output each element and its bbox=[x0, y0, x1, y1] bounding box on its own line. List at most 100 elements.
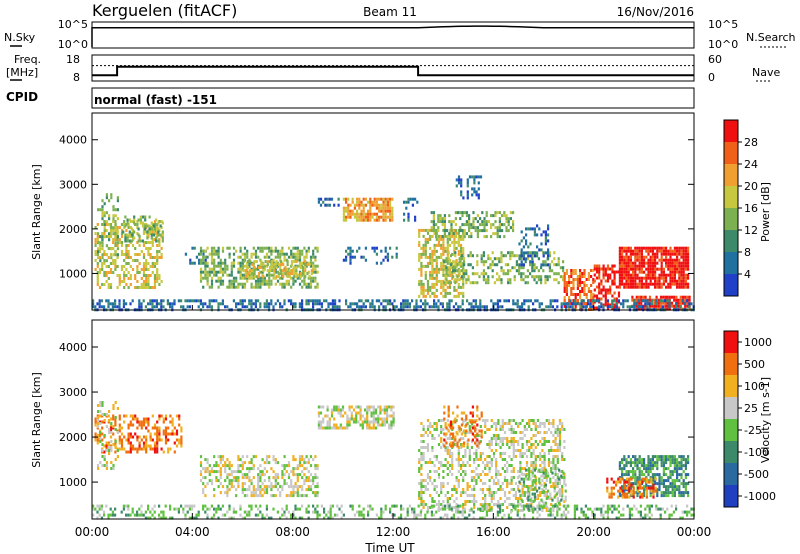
range-cell bbox=[518, 242, 521, 246]
range-cell bbox=[254, 282, 258, 286]
range-cell bbox=[657, 304, 660, 308]
range-cell bbox=[490, 494, 493, 497]
freq-label-line2: [MHz] bbox=[6, 66, 38, 79]
range-cell bbox=[162, 305, 165, 309]
range-cell bbox=[640, 301, 643, 305]
range-cell bbox=[268, 461, 271, 465]
range-cell bbox=[307, 282, 310, 286]
range-cell bbox=[455, 458, 458, 461]
range-cell bbox=[460, 178, 463, 182]
range-cell bbox=[204, 261, 207, 265]
range-cell bbox=[139, 215, 142, 219]
range-cell bbox=[98, 244, 102, 247]
range-cell bbox=[521, 419, 524, 422]
range-cell bbox=[253, 272, 256, 276]
range-cell bbox=[508, 419, 511, 422]
range-cell bbox=[316, 476, 319, 480]
range-cell bbox=[498, 257, 501, 261]
range-cell bbox=[501, 229, 504, 233]
range-cell bbox=[454, 235, 457, 239]
range-cell bbox=[446, 506, 449, 509]
range-cell bbox=[433, 302, 436, 306]
range-cell bbox=[667, 249, 670, 253]
range-cell bbox=[125, 414, 128, 418]
range-cell bbox=[609, 285, 612, 289]
range-cell bbox=[496, 232, 499, 236]
range-cell bbox=[232, 470, 236, 474]
range-cell bbox=[156, 268, 159, 271]
range-cell bbox=[133, 221, 136, 225]
range-cell bbox=[307, 476, 310, 480]
range-cell bbox=[259, 285, 262, 289]
range-cell bbox=[520, 254, 523, 258]
colorbar-tick-label: 16 bbox=[744, 202, 758, 215]
range-cell bbox=[141, 215, 145, 219]
range-cell bbox=[385, 408, 389, 412]
range-cell bbox=[375, 218, 378, 222]
range-cell bbox=[285, 279, 288, 283]
range-cell bbox=[514, 494, 518, 497]
range-cell bbox=[666, 295, 669, 299]
range-cell bbox=[253, 266, 256, 270]
range-cell bbox=[442, 267, 445, 271]
range-cell bbox=[199, 261, 203, 265]
range-cell bbox=[426, 282, 430, 286]
range-cell bbox=[217, 479, 220, 483]
range-cell bbox=[576, 284, 579, 287]
range-cell bbox=[251, 263, 254, 267]
range-cell bbox=[544, 251, 547, 255]
range-cell bbox=[334, 302, 337, 306]
range-cell bbox=[654, 282, 657, 286]
noise-tick-top-left: 10^5 bbox=[58, 18, 88, 31]
range-cell bbox=[204, 470, 207, 474]
range-cell bbox=[498, 211, 501, 215]
range-cell bbox=[149, 432, 152, 436]
range-cell bbox=[129, 226, 132, 229]
range-cell bbox=[281, 285, 284, 289]
range-cell bbox=[296, 473, 299, 477]
range-cell bbox=[507, 220, 510, 224]
range-cell bbox=[637, 305, 640, 309]
colorbar-tick-label: 8 bbox=[744, 246, 751, 259]
range-cell bbox=[409, 197, 412, 201]
range-cell bbox=[98, 256, 102, 259]
range-cell bbox=[495, 458, 498, 461]
range-cell bbox=[126, 239, 129, 243]
range-cell bbox=[125, 244, 128, 247]
range-cell bbox=[649, 255, 652, 259]
range-cell bbox=[431, 425, 434, 428]
range-cell bbox=[458, 272, 461, 276]
range-cell bbox=[476, 214, 479, 218]
range-cell bbox=[606, 273, 610, 277]
range-cell bbox=[635, 304, 638, 308]
range-cell bbox=[379, 411, 382, 415]
range-cell bbox=[648, 304, 652, 308]
range-cell bbox=[526, 269, 529, 273]
range-cell bbox=[239, 270, 242, 274]
range-cell bbox=[431, 252, 434, 256]
range-cell bbox=[547, 263, 550, 267]
range-cell bbox=[305, 252, 308, 256]
range-cell bbox=[217, 455, 220, 459]
range-cell bbox=[99, 401, 102, 404]
range-cell bbox=[624, 299, 627, 303]
range-cell bbox=[658, 285, 661, 289]
range-cell bbox=[171, 305, 174, 309]
range-cell bbox=[383, 420, 386, 424]
range-cell bbox=[656, 246, 659, 250]
range-cell bbox=[243, 305, 246, 309]
range-cell bbox=[431, 270, 434, 274]
range-cell bbox=[552, 455, 555, 458]
range-cell bbox=[366, 417, 369, 421]
range-cell bbox=[468, 302, 471, 306]
range-cell bbox=[684, 285, 687, 289]
range-cell bbox=[433, 294, 436, 298]
range-cell bbox=[248, 467, 251, 471]
range-cell bbox=[462, 246, 465, 250]
range-cell bbox=[634, 249, 637, 253]
range-cell bbox=[241, 482, 244, 486]
range-cell bbox=[219, 491, 222, 495]
range-cell bbox=[114, 232, 117, 235]
range-cell bbox=[530, 452, 533, 455]
